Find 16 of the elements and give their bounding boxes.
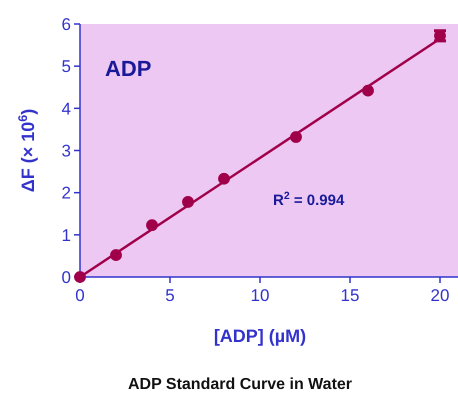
x-tick-label: 15 [340,286,360,305]
x-tick-label: 20 [430,286,450,305]
y-tick-label: 5 [62,57,71,76]
y-tick-label: 1 [62,226,71,245]
x-tick-label: 10 [250,286,270,305]
y-tick-label: 6 [62,15,71,34]
y-tick-label: 2 [62,184,71,203]
annotation: R$^{2}$ = 0.994 [273,190,345,209]
x-tick-label: 5 [165,286,175,305]
x-axis-title: [ADP] (µM) [214,326,306,346]
y-tick-label: 3 [62,142,71,160]
y-tick-label: 4 [62,99,71,118]
y-tick-label: 0 [62,268,71,287]
annotation: ADP [105,56,152,81]
text: ADP Standard Curve in Water [128,376,352,393]
x-tick-label: 0 [75,286,85,305]
